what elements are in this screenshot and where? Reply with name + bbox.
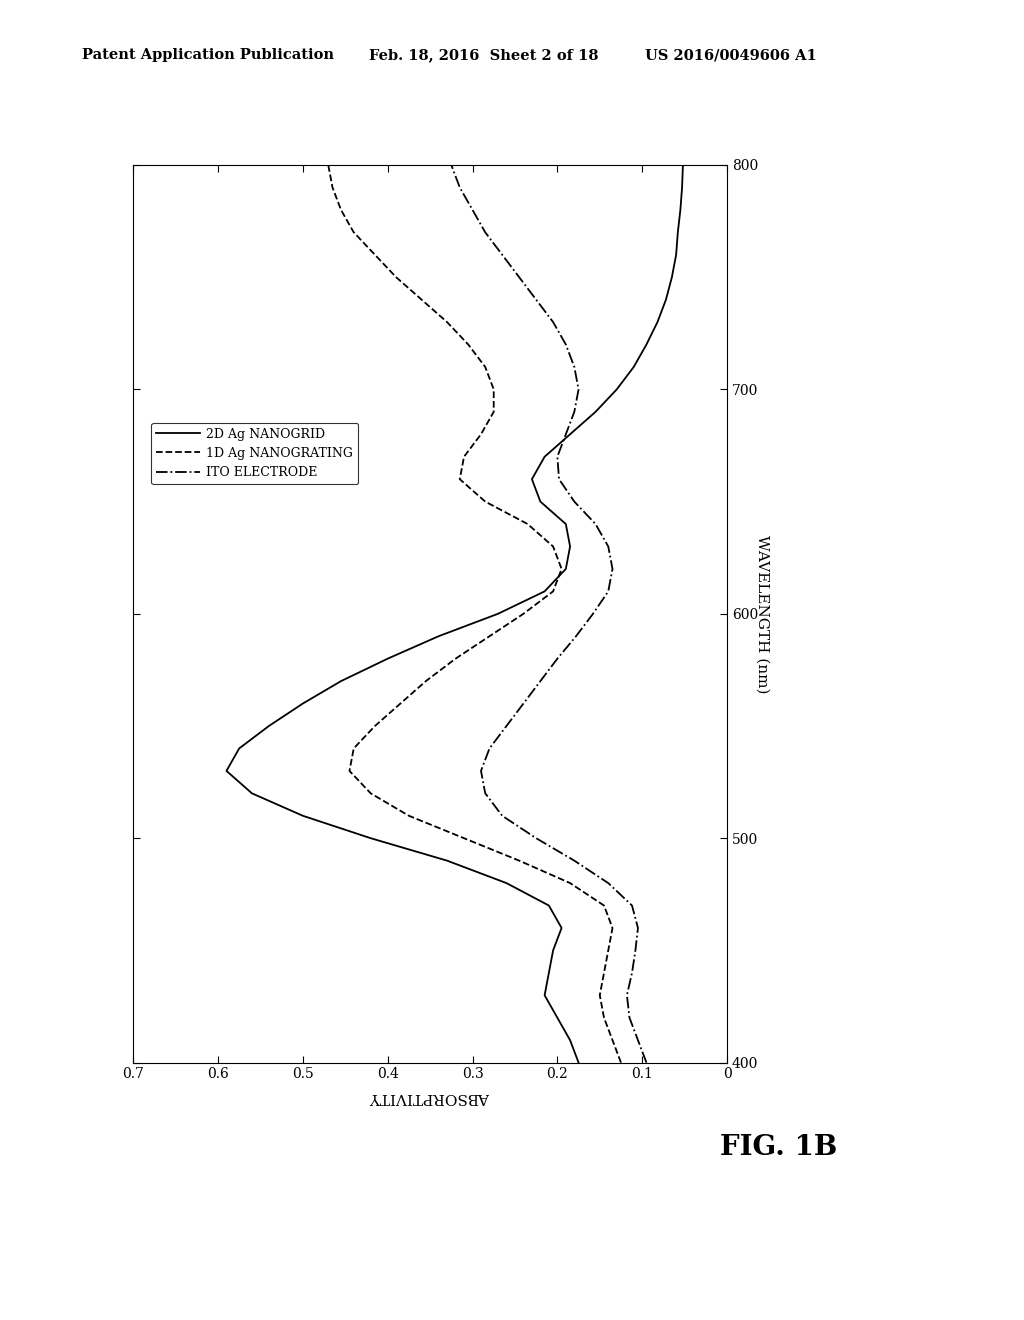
Legend: 2D Ag NANOGRID, 1D Ag NANOGRATING, ITO ELECTRODE: 2D Ag NANOGRID, 1D Ag NANOGRATING, ITO E… bbox=[152, 422, 358, 484]
Text: Feb. 18, 2016  Sheet 2 of 18: Feb. 18, 2016 Sheet 2 of 18 bbox=[369, 49, 598, 62]
Text: Patent Application Publication: Patent Application Publication bbox=[82, 49, 334, 62]
X-axis label: ABSORPTIVITY: ABSORPTIVITY bbox=[370, 1090, 490, 1104]
Y-axis label: WAVELENGTH (nm): WAVELENGTH (nm) bbox=[756, 535, 769, 693]
Text: FIG. 1B: FIG. 1B bbox=[720, 1134, 837, 1162]
Text: US 2016/0049606 A1: US 2016/0049606 A1 bbox=[645, 49, 817, 62]
